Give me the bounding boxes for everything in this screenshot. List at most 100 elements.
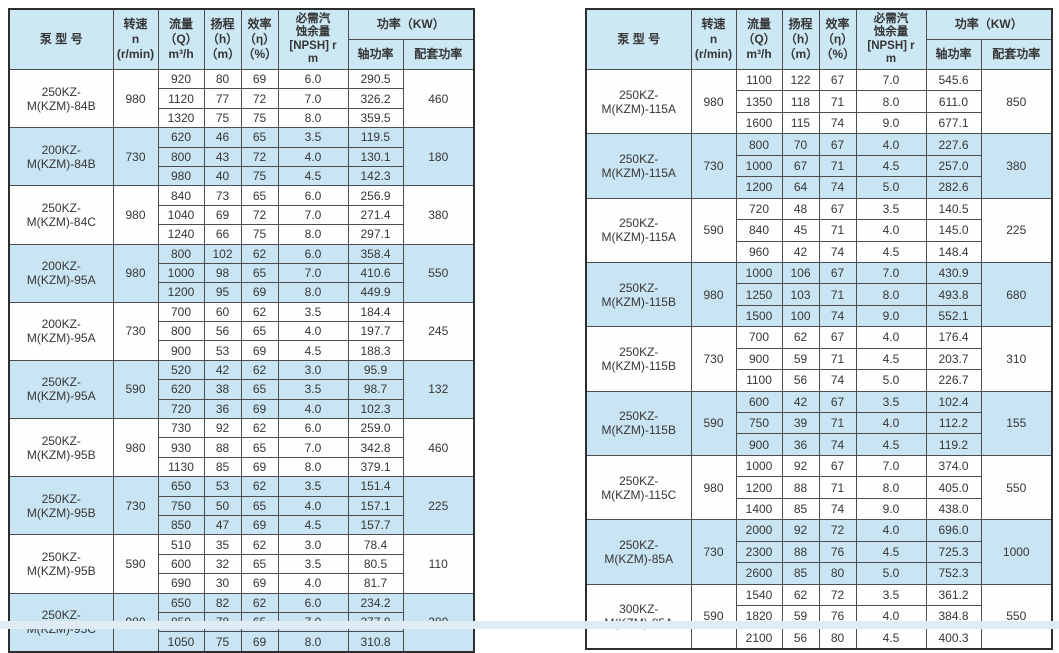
cell-shaft-power: 359.5: [347, 107, 404, 129]
cell-npsh: 5.0: [855, 369, 927, 392]
cell-npsh: 7.0: [855, 261, 927, 285]
cell-head: 64: [781, 176, 820, 199]
cell-flow: 800: [157, 146, 205, 167]
cell-shaft-power: 188.3: [347, 340, 404, 361]
cell-head: 42: [203, 359, 242, 381]
cell-flow: 1500: [735, 304, 783, 328]
cell-flow: 1240: [157, 224, 205, 245]
cell-flow: 650: [157, 592, 205, 613]
cell-npsh: 3.5: [277, 553, 349, 575]
cell-efficiency: 72: [818, 519, 857, 542]
cell-efficiency: 71: [818, 154, 857, 178]
cell-shaft-power: 203.7: [925, 347, 982, 371]
cell-efficiency: 69: [240, 573, 279, 594]
table-row: 1130 85 69 8.0 379.1: [9, 456, 474, 478]
cell-npsh: 6.0: [277, 243, 349, 264]
cell-speed: 590: [112, 359, 159, 420]
cell-shaft-power: 157.7: [347, 514, 404, 536]
cell-speed: 590: [690, 583, 737, 650]
header-power: 功率（KW）: [925, 8, 1053, 40]
cell-head: 102: [203, 243, 242, 264]
cell-shaft-power: 151.4: [347, 476, 404, 497]
table-row: 1500 100 74 9.0 552.1: [586, 304, 1052, 328]
cell-flow: 730: [157, 418, 205, 439]
cell-flow: 1000: [735, 454, 783, 478]
cell-matched-power: 132: [402, 359, 475, 420]
cell-head: 53: [203, 340, 242, 361]
cell-model: 300KZ-M(KZM)-85A: [585, 583, 692, 650]
cell-npsh: 4.0: [277, 495, 349, 516]
cell-head: 88: [781, 540, 820, 564]
table-row: 1000 67 71 4.5 257.0: [586, 154, 1052, 178]
cell-head: 100: [781, 304, 820, 328]
header-efficiency: 效率 （η） （%）: [818, 8, 857, 70]
table-row: 1100 56 74 5.0 226.7: [586, 369, 1052, 392]
cell-matched-power: 180: [402, 127, 475, 187]
cell-head: 122: [781, 68, 820, 92]
cell-efficiency: 71: [818, 219, 857, 242]
cell-efficiency: 65: [240, 321, 279, 342]
cell-efficiency: 62: [240, 301, 279, 323]
cell-matched-power: 310: [980, 326, 1053, 392]
cell-flow: 510: [157, 534, 205, 555]
cell-efficiency: 62: [240, 592, 279, 613]
table-row: 250KZ-M(KZM)-115B 980 1000 106 67 7.0 430.9 680: [585, 261, 1053, 328]
cell-flow: 1400: [735, 497, 783, 521]
cell-flow: 1320: [157, 107, 205, 129]
cell-efficiency: 75: [240, 224, 279, 245]
cell-head: 103: [781, 283, 820, 306]
cell-flow: 1000: [157, 262, 205, 284]
cell-npsh: 6.0: [277, 418, 349, 439]
cell-flow: 1100: [735, 369, 783, 392]
cell-matched-power: 680: [980, 261, 1053, 328]
cell-shaft-power: 290.5: [347, 68, 404, 90]
cell-efficiency: 69: [240, 631, 279, 653]
cell-head: 77: [203, 88, 242, 109]
cell-flow: 750: [735, 411, 783, 435]
cell-matched-power: 380: [980, 133, 1053, 199]
cell-model: 250KZ-M(KZM)-84B: [8, 68, 114, 129]
cell-matched-power: 245: [402, 301, 475, 361]
cell-matched-power: 155: [980, 390, 1053, 456]
cell-efficiency: 71: [818, 283, 857, 306]
cell-efficiency: 67: [818, 261, 857, 285]
cell-npsh: 4.5: [855, 347, 927, 371]
cell-shaft-power: 184.4: [347, 301, 404, 323]
table-row: 250KZ-M(KZM)-115B 730 700 62 67 4.0 176.4 310: [585, 326, 1053, 392]
cell-shaft-power: 752.3: [925, 562, 982, 585]
cell-efficiency: 69: [240, 456, 279, 478]
cell-efficiency: 74: [818, 176, 857, 199]
cell-head: 62: [781, 326, 820, 349]
cell-head: 45: [781, 219, 820, 242]
cell-npsh: 5.0: [855, 176, 927, 199]
cell-efficiency: 67: [818, 326, 857, 349]
cell-flow: 700: [157, 301, 205, 323]
cell-efficiency: 62: [240, 476, 279, 497]
cell-flow: 920: [157, 68, 205, 90]
header-npsh: 必需汽 蚀余量 [NPSH] r m: [277, 8, 349, 70]
cell-flow: 900: [157, 340, 205, 361]
table-row: 2300 88 76 4.5 725.3: [586, 540, 1052, 564]
cell-flow: 620: [157, 379, 205, 400]
table-row: 200KZ-M(KZM)-95A 980 800 102 62 6.0 358.4 550: [8, 243, 475, 303]
cell-flow: 650: [157, 476, 205, 497]
table-row: 850 47 69 4.5 157.7: [9, 514, 474, 536]
cell-efficiency: 74: [818, 304, 857, 328]
cell-speed: 730: [690, 326, 737, 392]
cell-head: 56: [203, 321, 242, 342]
cell-head: 66: [203, 224, 242, 245]
cell-efficiency: 71: [818, 347, 857, 371]
cell-shaft-power: 358.4: [347, 243, 404, 264]
cell-npsh: 3.0: [277, 359, 349, 381]
cell-efficiency: 69: [240, 514, 279, 536]
pump-spec-page: { "page": { "background_color": "#ffffff…: [0, 8, 1059, 653]
cell-npsh: 4.0: [855, 219, 927, 242]
cell-npsh: 3.5: [855, 197, 927, 221]
right-table-body: 250KZ-M(KZM)-115A 980 1100 122 67 7.0 545.6 850…: [585, 68, 1053, 650]
table-row: 200KZ-M(KZM)-95A 730 700 60 62 3.5 184.4 245: [8, 301, 475, 361]
cell-efficiency: 74: [818, 433, 857, 456]
cell-shaft-power: 438.0: [925, 497, 982, 521]
cell-flow: 840: [157, 185, 205, 206]
cell-head: 92: [781, 519, 820, 542]
cell-npsh: 7.0: [855, 454, 927, 478]
